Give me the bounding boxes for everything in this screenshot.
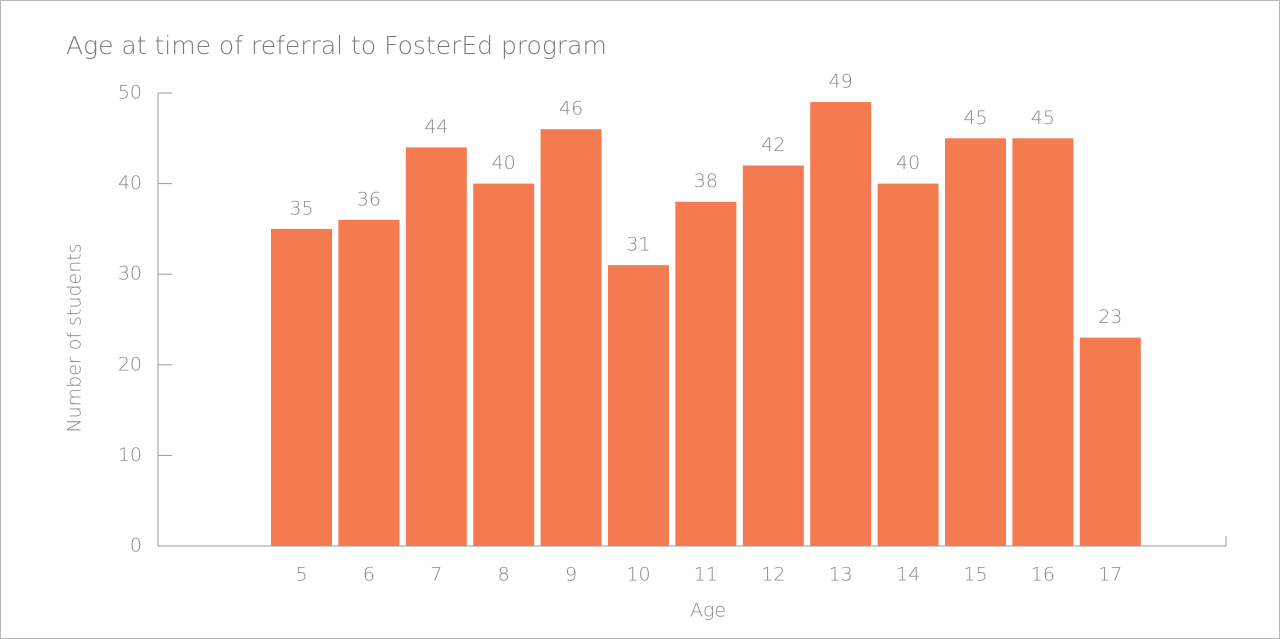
x-tick-label: 5 [295, 564, 307, 586]
x-tick-label: 7 [430, 564, 442, 586]
value-label: 38 [694, 170, 718, 192]
value-label: 45 [1031, 107, 1055, 129]
x-tick-label: 9 [565, 564, 577, 586]
bar [473, 183, 535, 546]
value-label: 49 [829, 71, 853, 93]
x-tick-label: 8 [498, 564, 510, 586]
bar [675, 201, 737, 546]
bar [877, 183, 939, 546]
value-label: 23 [1098, 306, 1122, 328]
value-label: 40 [896, 152, 920, 174]
x-tick-label: 15 [963, 564, 987, 586]
x-tick-label: 17 [1098, 564, 1122, 586]
y-tick-label: 0 [130, 535, 142, 557]
bar [945, 138, 1006, 547]
bar [1079, 337, 1141, 546]
y-axis-label: Number of students [64, 243, 86, 432]
bar [338, 219, 400, 546]
bar [608, 265, 669, 546]
bar [810, 102, 872, 546]
bar [1012, 138, 1074, 547]
bar [271, 228, 332, 546]
bar [405, 147, 467, 547]
value-label: 36 [357, 188, 381, 210]
y-tick-label: 20 [118, 353, 142, 375]
y-tick-label: 30 [118, 263, 142, 285]
value-label: 46 [559, 98, 583, 120]
value-label: 35 [289, 197, 313, 219]
y-tick-label: 50 [118, 82, 142, 104]
y-tick-label: 40 [118, 172, 142, 194]
value-label: 42 [761, 134, 785, 156]
x-tick-label: 10 [626, 564, 650, 586]
x-axis-label: Age [690, 600, 726, 622]
y-tick-label: 10 [118, 444, 142, 466]
x-tick-label: 6 [363, 564, 375, 586]
value-label: 44 [424, 116, 448, 138]
x-tick-label: 12 [761, 564, 785, 586]
bar [540, 129, 602, 547]
x-tick-label: 11 [694, 564, 718, 586]
x-tick-label: 16 [1031, 564, 1055, 586]
value-label: 31 [626, 234, 650, 256]
value-label: 40 [492, 152, 516, 174]
x-tick-label: 13 [829, 564, 853, 586]
x-tick-label: 14 [896, 564, 920, 586]
value-label: 45 [963, 107, 987, 129]
bar [742, 165, 804, 547]
chart-title: Age at time of referral to FosterEd prog… [66, 31, 607, 60]
